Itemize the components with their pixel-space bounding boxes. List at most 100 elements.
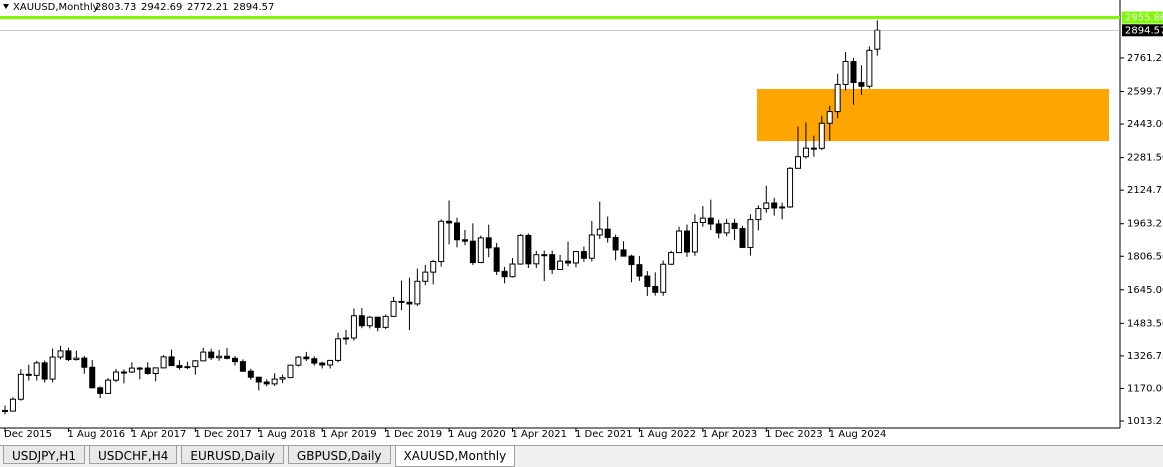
candle-body xyxy=(160,356,167,369)
candle-body xyxy=(33,362,40,376)
candle-body xyxy=(406,301,413,305)
candle-body xyxy=(676,230,683,254)
candle-body xyxy=(866,49,873,87)
candle-body xyxy=(327,359,334,366)
candle-body xyxy=(525,234,532,265)
candle-body xyxy=(208,351,215,359)
x-tick-label: 1 Aug 2024 xyxy=(829,429,887,440)
candle-body xyxy=(834,83,841,113)
candle-body xyxy=(485,237,492,249)
candle-body xyxy=(311,358,318,364)
candle-body xyxy=(763,202,770,210)
candle-body xyxy=(128,367,135,373)
y-tick-label: 1645.00 xyxy=(1127,285,1163,296)
candle-body xyxy=(216,355,223,359)
y-tick-label: 1170.00 xyxy=(1127,383,1163,394)
tab[interactable]: GBPUSD,Daily xyxy=(287,446,391,464)
x-tick-label: 1 Aug 2016 xyxy=(67,429,125,440)
candle-body xyxy=(874,29,881,50)
candle-body xyxy=(144,367,151,374)
candle-body xyxy=(263,381,270,385)
menu-arrow[interactable] xyxy=(3,4,9,9)
tab[interactable]: EURUSD,Daily xyxy=(181,446,284,464)
candle-body xyxy=(802,147,809,158)
candle-body xyxy=(438,220,445,263)
candle-body xyxy=(41,362,48,380)
candle-body xyxy=(683,230,690,253)
candle-body xyxy=(176,365,183,368)
y-tick-label: 2281.50 xyxy=(1127,153,1163,164)
y-tick-label: 1806.50 xyxy=(1127,251,1163,262)
candle-body xyxy=(287,364,294,379)
candle-body xyxy=(842,61,849,85)
candle-body xyxy=(335,338,342,361)
candle-body xyxy=(9,398,16,412)
candle-body xyxy=(604,228,611,238)
candle-body xyxy=(136,367,143,370)
candle-body xyxy=(105,379,112,394)
candle-body xyxy=(414,280,421,305)
candle-body xyxy=(588,234,595,259)
candle-body xyxy=(549,254,556,270)
candle-body xyxy=(660,263,667,293)
candle-body xyxy=(366,316,373,327)
candle-body xyxy=(81,357,88,368)
y-tick-label: 2443.00 xyxy=(1127,119,1163,130)
candle-body xyxy=(358,315,365,327)
candle-body xyxy=(454,222,461,241)
x-tick-label: 1 Apr 2023 xyxy=(702,429,757,440)
candle-body xyxy=(398,300,405,303)
candle-body xyxy=(73,357,80,361)
price-tag xyxy=(1122,24,1163,37)
candle-body xyxy=(707,217,714,225)
candle-body xyxy=(65,350,72,361)
candle-body xyxy=(152,367,159,374)
candle-body xyxy=(541,254,548,257)
chart: XAUUSD,Monthly 2803.73 2942.69 2772.21 2894… xyxy=(0,0,1163,445)
x-tick-label: 1 Apr 2021 xyxy=(512,429,567,440)
candle-body xyxy=(200,351,207,362)
candle-body xyxy=(779,206,786,209)
zone xyxy=(757,88,1109,142)
candle-body xyxy=(446,220,453,224)
candle-body xyxy=(818,122,825,149)
tab[interactable]: XAUUSD,Monthly xyxy=(394,446,516,467)
candle-body xyxy=(572,251,579,264)
tab[interactable]: USDJPY,H1 xyxy=(3,446,85,464)
candle-body xyxy=(731,222,738,230)
candle-body xyxy=(557,260,564,270)
x-tick-label: 1 Aug 2018 xyxy=(258,429,316,440)
candle-body xyxy=(739,228,746,248)
header-ohlc: 2772.21 xyxy=(187,2,228,13)
candle-body xyxy=(350,315,357,339)
candle-body xyxy=(565,260,572,264)
x-tick-label: 1 Aug 2020 xyxy=(448,429,506,440)
candle-body xyxy=(113,371,120,381)
y-tick-label: 2761.25 xyxy=(1127,53,1163,64)
candle-body xyxy=(477,237,484,264)
candle-body xyxy=(231,357,238,363)
x-tick-label: 1 Dec 2017 xyxy=(194,429,252,440)
candle-body xyxy=(120,371,127,374)
candle-body xyxy=(636,264,643,277)
candle-body xyxy=(810,147,817,150)
chart-title: XAUUSD,Monthly xyxy=(13,2,99,13)
y-tick-label: 1013.25 xyxy=(1127,416,1163,427)
tab[interactable]: USDCHF,H4 xyxy=(88,446,178,464)
tab-bar: USDJPY,H1 USDCHF,H4 EURUSD,Daily GBPUSD,Dai… xyxy=(0,445,1163,467)
candle-body xyxy=(2,409,8,412)
y-tick-label: 2599.75 xyxy=(1127,87,1163,98)
candle-body xyxy=(342,337,349,340)
candle-body xyxy=(787,167,794,208)
x-tick-label: 1 Dec 2021 xyxy=(575,429,633,440)
x-tick-label: 1 Dec 2023 xyxy=(765,429,823,440)
candle-body xyxy=(469,240,476,264)
candle-body xyxy=(247,370,254,378)
candle-body xyxy=(509,263,516,278)
candle-body xyxy=(644,275,651,287)
chart-bg xyxy=(0,0,1163,445)
y-tick-label: 2124.75 xyxy=(1127,185,1163,196)
candle-body xyxy=(255,376,262,383)
candle-body xyxy=(620,249,627,257)
y-tick-label: 1326.75 xyxy=(1127,351,1163,362)
